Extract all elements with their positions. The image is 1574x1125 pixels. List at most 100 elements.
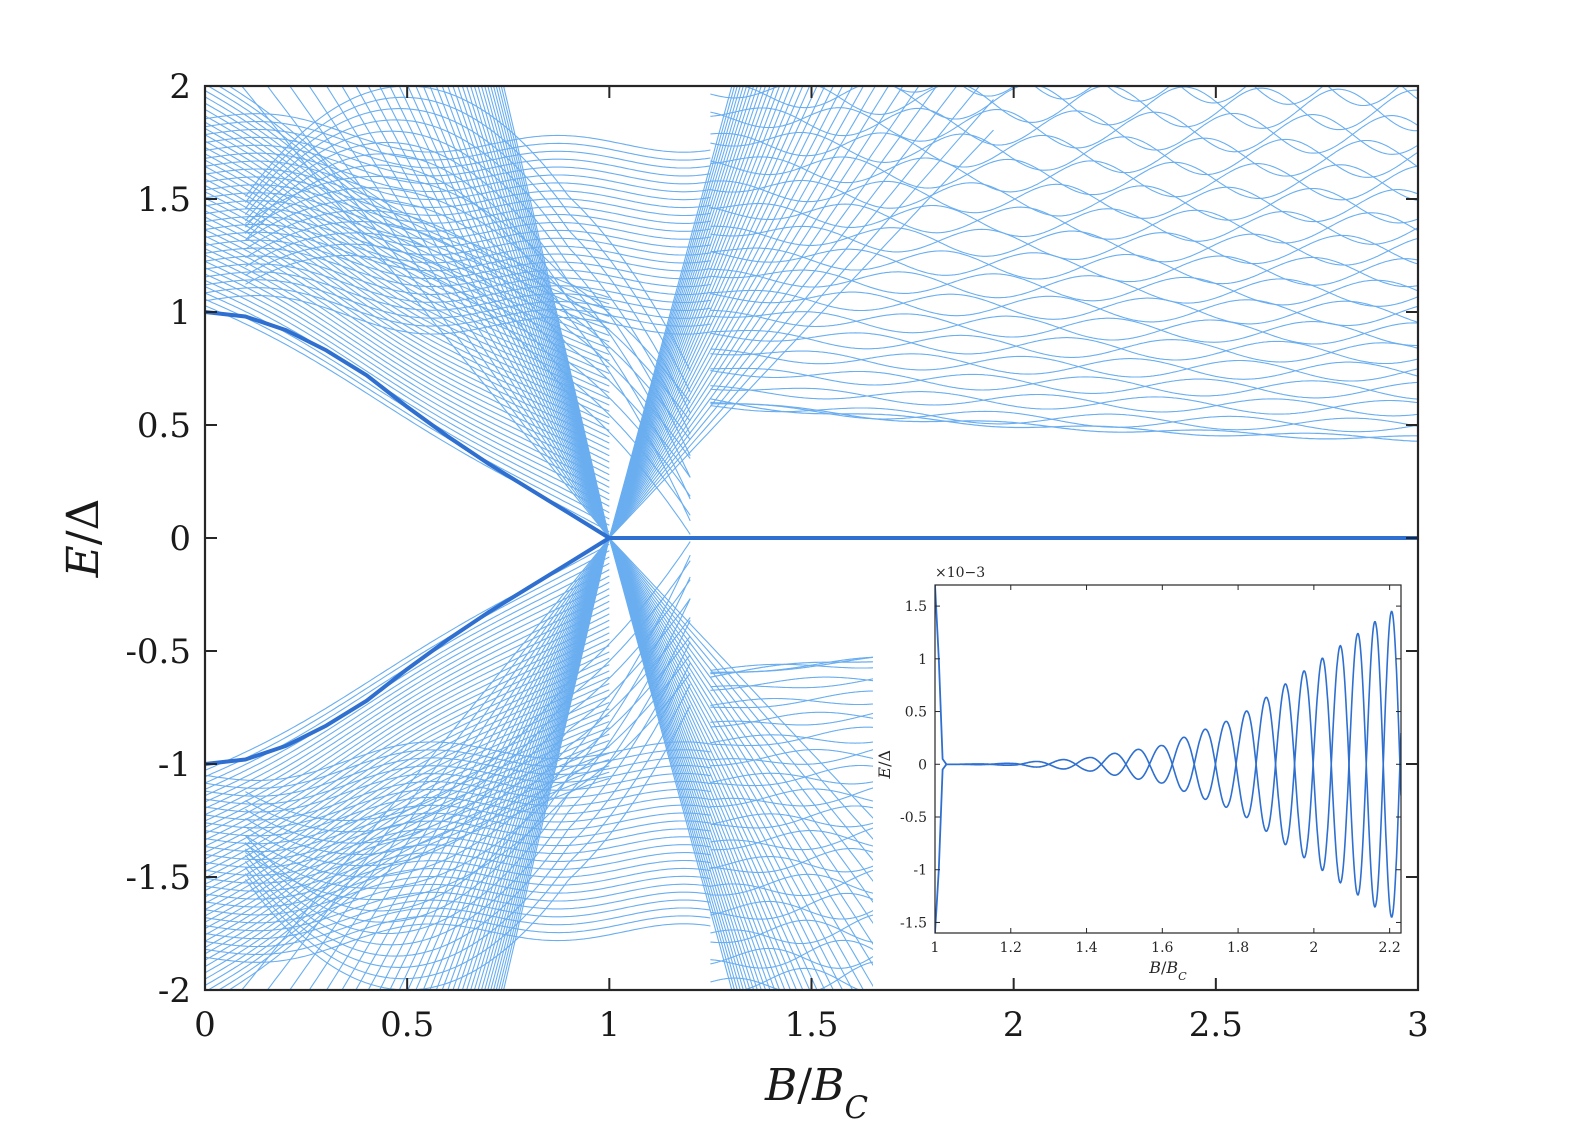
lattice-line [710, 385, 1418, 415]
lattice-line [710, 947, 877, 969]
lattice-line [710, 309, 1418, 347]
band-top [245, 654, 691, 889]
lattice-line [710, 748, 877, 767]
lattice-line [710, 748, 877, 765]
band-lower-rising [205, 594, 610, 822]
band-upper-falling [205, 241, 610, 469]
inset-y-tick-label: 0.5 [905, 705, 927, 721]
band-top [244, 554, 691, 912]
x-tick-label: 2.5 [1189, 1005, 1243, 1045]
lattice-line [710, 30, 1418, 80]
lattice-line [710, 813, 877, 828]
lattice-line [710, 405, 1418, 431]
band-wiggle [205, 279, 711, 319]
band-upper-falling [205, 90, 610, 318]
main-curves [205, 18, 1418, 990]
inset-y-tick-label: -0.5 [900, 810, 927, 826]
lattice-line [892, 86, 1401, 107]
lattice-line [710, 663, 877, 671]
y-tick-label: 0 [169, 519, 191, 559]
lattice-line [710, 289, 1418, 325]
lattice-line [710, 107, 1418, 155]
band-top [244, 130, 691, 456]
band-wiggle [205, 915, 711, 955]
band-top [245, 672, 691, 901]
band-top [245, 221, 691, 478]
band-top [244, 705, 691, 990]
lattice-line [710, 697, 877, 706]
band-top [244, 620, 691, 946]
y-tick-label: -1 [158, 745, 191, 785]
band-wiggle [205, 160, 711, 201]
inset-y-tick-label: 0 [918, 757, 927, 773]
y-tick-label: 0.5 [137, 406, 191, 446]
lattice-line [710, 788, 877, 808]
band-wiggle [205, 184, 711, 224]
band-wiggle [205, 788, 711, 829]
inset-x-tick-label: 1 [931, 940, 940, 956]
band-lower-rising [205, 600, 610, 828]
band-wiggle [205, 757, 711, 797]
band-wiggle [205, 741, 711, 781]
lattice-line [710, 677, 877, 689]
y-tick-label: 1.5 [137, 180, 191, 220]
band-wiggle [205, 749, 711, 789]
band-top [244, 598, 691, 935]
band-wiggle [205, 295, 711, 335]
band-top [245, 187, 691, 422]
lattice-line [710, 367, 1418, 399]
lattice-line [710, 132, 1418, 177]
lattice-line [710, 225, 1418, 265]
band-top [244, 576, 691, 923]
band-wiggle [205, 875, 711, 916]
band-lower-rising [205, 581, 610, 809]
band-wiggle [205, 200, 711, 240]
lattice-line [710, 900, 877, 920]
lattice-line [710, 848, 877, 873]
band-wiggle [205, 208, 711, 248]
lattice-line [710, 826, 877, 851]
band-top [244, 662, 691, 968]
lattice-line [710, 311, 1418, 345]
inset-x-tick-label: 2.2 [1379, 940, 1401, 956]
band-top [244, 641, 691, 957]
gap-edge [710, 656, 877, 675]
band-wiggle [205, 144, 711, 185]
band-top [245, 254, 691, 535]
lattice-line [710, 348, 1418, 380]
lattice-line [710, 370, 1418, 400]
gap-edge [710, 398, 1418, 442]
band-wiggle [205, 899, 711, 940]
lattice-line [710, 786, 877, 807]
band-wiggle [205, 772, 711, 813]
inset-y-axis-label: E/Δ [875, 750, 894, 780]
inset-x-tick-label: 2 [1309, 940, 1318, 956]
lattice-line [710, 726, 877, 747]
lattice-line [710, 329, 1418, 363]
band-lower-rising [205, 569, 610, 797]
band-upper-falling [205, 260, 610, 488]
band-lower-rising [206, 765, 610, 990]
band-top [244, 684, 691, 980]
inset-x-axis-label: B/BC [1148, 958, 1187, 983]
lattice-line [710, 387, 1418, 417]
band-top [245, 541, 691, 822]
lattice-line [710, 873, 877, 896]
inset-x-tick-label: 1.4 [1075, 940, 1097, 956]
lattice-line [710, 350, 1418, 382]
y-axis-label: E/Δ [58, 499, 109, 579]
inset-y-tick-label: 1 [918, 652, 927, 668]
lattice-line [710, 892, 877, 920]
band-top [245, 232, 691, 497]
lattice-line [710, 332, 1418, 365]
inset-x-tick-label: 1.6 [1151, 940, 1173, 956]
band-top [244, 96, 691, 392]
lattice-line [710, 131, 1418, 178]
inset-y-tick-label: -1 [913, 863, 927, 879]
band-lower-rising [205, 733, 610, 961]
band-lower-rising [205, 607, 610, 835]
lattice-line [710, 18, 1418, 55]
band-wiggle [205, 765, 711, 805]
band-wiggle [205, 287, 711, 327]
band-wiggle [205, 844, 711, 884]
